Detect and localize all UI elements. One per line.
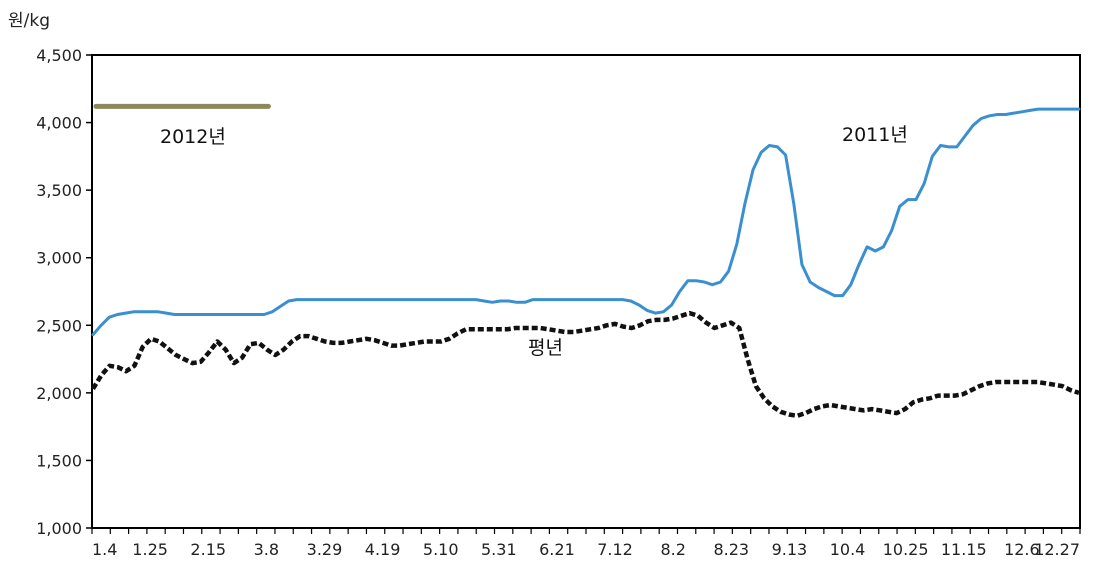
x-tick-label: 5.10 xyxy=(423,540,459,559)
x-tick-label: 3.8 xyxy=(254,540,279,559)
plot-frame xyxy=(91,54,1081,529)
y-tick-label: 4,500 xyxy=(36,46,82,65)
y-tick-label: 2,000 xyxy=(36,384,82,403)
x-tick-label: 8.23 xyxy=(713,540,749,559)
x-tick-label: 7.12 xyxy=(597,540,633,559)
x-tick-label: 10.25 xyxy=(883,540,929,559)
series-line-1 xyxy=(91,107,1081,337)
x-tick-label: 2.15 xyxy=(190,540,226,559)
y-axis: 1,000 1,500 2,000 2,500 3,000 3,500 4,000 4,500 xyxy=(36,46,92,538)
x-tick-label: 4.19 xyxy=(365,540,401,559)
y-tick-label: 1,000 xyxy=(36,519,82,538)
x-tick-label: 3.29 xyxy=(307,540,343,559)
y-tick-label: 2,500 xyxy=(36,316,82,335)
y-tick-label: 3,000 xyxy=(36,249,82,268)
x-tick-label: 8.2 xyxy=(660,540,685,559)
x-tick-label: 1.25 xyxy=(132,540,168,559)
x-tick-label: 11.15 xyxy=(941,540,987,559)
x-tick-label: 12.27 xyxy=(1034,540,1080,559)
x-tick-label: 6.21 xyxy=(539,540,575,559)
y-tick-label: 3,500 xyxy=(36,181,82,200)
label-average: 평년 xyxy=(528,337,563,359)
x-tick-label: 10.4 xyxy=(830,540,866,559)
label-2011: 2011년 xyxy=(842,124,908,146)
x-tick-label: 9.13 xyxy=(772,540,808,559)
y-tick-label: 1,500 xyxy=(36,451,82,470)
series-group xyxy=(91,103,1081,419)
x-tick-label: 1.4 xyxy=(92,540,117,559)
y-axis-label: 원/kg xyxy=(8,11,50,31)
x-tick-label: 5.31 xyxy=(481,540,517,559)
series-line-2 xyxy=(91,310,1080,419)
label-2012: 2012년 xyxy=(160,126,226,148)
y-tick-label: 4,000 xyxy=(36,114,82,133)
x-tick-label: 12.6 xyxy=(1004,540,1040,559)
x-axis: 1.4 1.25 2.15 3.8 3.29 4.19 5.10 5.31 6.21 7.12 8.… xyxy=(91,528,1081,559)
